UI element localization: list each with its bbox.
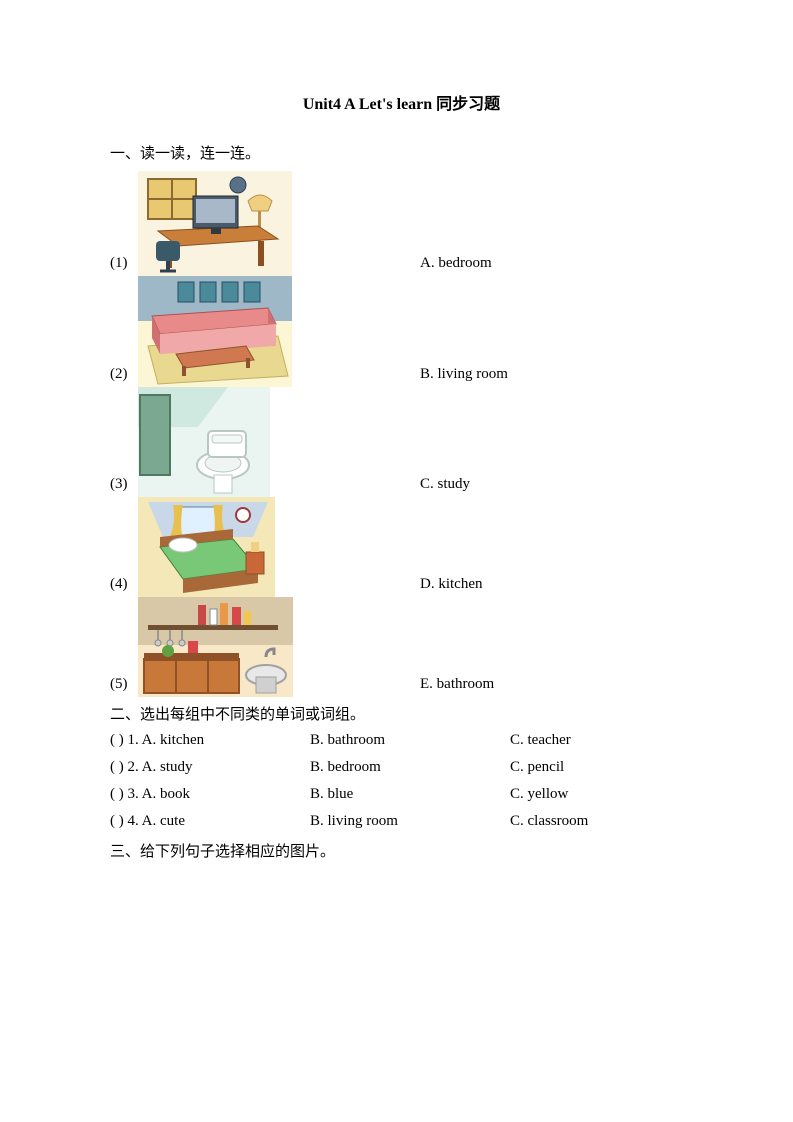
image-bedroom bbox=[138, 497, 275, 597]
section-3-header: 三、给下列句子选择相应的图片。 bbox=[110, 840, 693, 861]
q2-row-2: ( ) 2. A. study B. bedroom C. pencil bbox=[110, 759, 693, 776]
match-answer-2: B. living room bbox=[420, 366, 508, 387]
q2-row-1: ( ) 1. A. kitchen B. bathroom C. teacher bbox=[110, 732, 693, 749]
q2-row-3: ( ) 3. A. book B. blue C. yellow bbox=[110, 786, 693, 803]
match-row-4: (4) D. kitchen bbox=[110, 497, 693, 597]
page-title: Unit4 A Let's learn 同步习题 bbox=[110, 90, 693, 114]
q2-cell: ( ) 3. A. book bbox=[110, 786, 310, 803]
q2-cell: C. yellow bbox=[510, 786, 670, 803]
image-kitchen bbox=[138, 597, 293, 697]
q2-cell: B. bedroom bbox=[310, 759, 510, 776]
image-study bbox=[138, 171, 292, 276]
match-answer-1: A. bedroom bbox=[420, 255, 492, 276]
match-answer-4: D. kitchen bbox=[420, 576, 482, 597]
q2-cell: B. blue bbox=[310, 786, 510, 803]
match-row-1: (1) A. bedroom bbox=[110, 171, 693, 276]
match-row-2: (2) B. living room bbox=[110, 276, 693, 387]
match-answer-5: E. bathroom bbox=[420, 676, 494, 697]
match-row-3: (3) C. study bbox=[110, 387, 693, 497]
match-row-5: (5) E. bathroom bbox=[110, 597, 693, 697]
q2-cell: B. living room bbox=[310, 813, 510, 830]
q2-cell: C. teacher bbox=[510, 732, 670, 749]
q2-cell: ( ) 1. A. kitchen bbox=[110, 732, 310, 749]
match-answer-3: C. study bbox=[420, 476, 470, 497]
q2-cell: ( ) 2. A. study bbox=[110, 759, 310, 776]
section-1-header: 一、读一读，连一连。 bbox=[110, 142, 693, 163]
match-num-1: (1) bbox=[110, 255, 138, 276]
match-num-5: (5) bbox=[110, 676, 138, 697]
q2-cell: C. pencil bbox=[510, 759, 670, 776]
q2-cell: C. classroom bbox=[510, 813, 670, 830]
q2-cell: B. bathroom bbox=[310, 732, 510, 749]
section-2-table: ( ) 1. A. kitchen B. bathroom C. teacher… bbox=[110, 732, 693, 830]
image-livingroom bbox=[138, 276, 292, 387]
match-num-2: (2) bbox=[110, 366, 138, 387]
match-num-4: (4) bbox=[110, 576, 138, 597]
q2-cell: ( ) 4. A. cute bbox=[110, 813, 310, 830]
image-bathroom bbox=[138, 387, 270, 497]
section-2-header: 二、选出每组中不同类的单词或词组。 bbox=[110, 703, 693, 724]
match-num-3: (3) bbox=[110, 476, 138, 497]
q2-row-4: ( ) 4. A. cute B. living room C. classro… bbox=[110, 813, 693, 830]
